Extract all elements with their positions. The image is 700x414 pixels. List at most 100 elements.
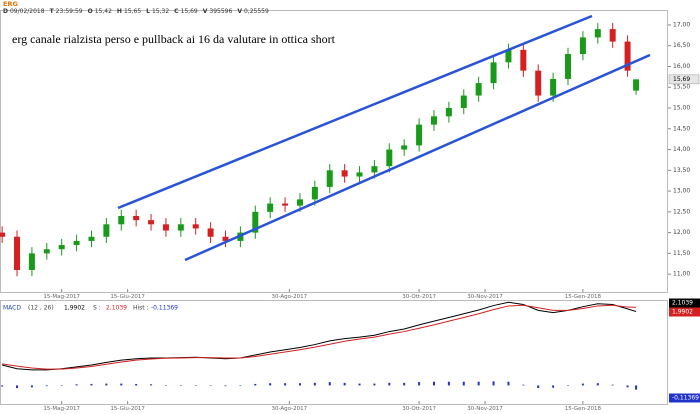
- lower-channel-line: [184, 53, 651, 262]
- candle-body: [326, 170, 333, 187]
- hist-bar: [567, 385, 570, 386]
- candle-body: [192, 224, 199, 229]
- candle-body: [535, 70, 542, 96]
- macd-line: [2, 304, 637, 370]
- hist-bar: [507, 381, 510, 386]
- candle-body: [88, 236, 95, 241]
- candle-body: [386, 149, 393, 167]
- hist-bar: [418, 382, 421, 386]
- info-value: 0,25559: [243, 8, 269, 15]
- y-tick-label: 11,00: [673, 271, 690, 278]
- candle-body: [118, 215, 125, 225]
- main-panel: [0, 10, 668, 293]
- info-item: V 0,25559: [237, 8, 268, 15]
- info-item: V 395596: [203, 8, 233, 15]
- candle-body: [460, 95, 467, 109]
- candle-body: [475, 83, 482, 96]
- hist-bar: [45, 385, 48, 387]
- candle-body: [222, 236, 229, 241]
- candle-body: [207, 228, 214, 237]
- candle-body: [73, 240, 80, 246]
- info-item: H 15,65: [117, 8, 141, 15]
- hist-bar: [209, 385, 212, 386]
- candle-body: [43, 249, 50, 254]
- hist-bar: [388, 382, 391, 386]
- candle-body: [14, 236, 21, 270]
- info-value: 15,42: [94, 8, 112, 15]
- legend-value: 2,1039: [106, 305, 127, 312]
- x-tick-label: 15-Gen-2018: [565, 294, 602, 300]
- y-tick-label: 13,50: [673, 167, 690, 174]
- hist-bar: [581, 383, 584, 386]
- hist-bar: [90, 383, 93, 386]
- value-tag: [669, 298, 700, 308]
- legend-name: S :: [93, 305, 101, 312]
- info-item: O 15,42: [88, 8, 112, 15]
- value-tag-label: 1,9902: [672, 309, 693, 316]
- info-value: 23:59:59: [55, 8, 83, 15]
- hist-bar: [403, 382, 406, 386]
- candle-body: [252, 211, 259, 233]
- y-tick-label: 12,00: [673, 229, 690, 236]
- candle-body: [430, 116, 437, 125]
- candle-body: [133, 215, 140, 221]
- macd-panel: [0, 300, 668, 405]
- info-value: 15,32: [151, 8, 170, 15]
- hist-bar: [224, 385, 227, 387]
- x-tick-label: 30-Ott-2017: [402, 406, 436, 412]
- hist-bar: [254, 383, 257, 386]
- y-tick-label: 15,00: [673, 105, 690, 112]
- candle-body: [148, 220, 155, 225]
- candle-body: [311, 186, 318, 200]
- candle-body: [505, 49, 512, 63]
- y-tick-label: 14,50: [673, 125, 690, 132]
- ticker: ERG: [3, 0, 18, 8]
- upper-channel-line: [117, 14, 593, 210]
- info-item: L 15,32: [146, 8, 169, 15]
- info-label: V: [202, 8, 208, 15]
- hist-bar: [239, 385, 242, 386]
- hist-bar: [492, 381, 495, 386]
- hist-bar: [179, 385, 182, 386]
- y-tick-label: 11,50: [673, 250, 690, 257]
- candle-body: [633, 79, 640, 91]
- candle-body: [445, 108, 452, 117]
- info-item: C 15,69: [174, 8, 198, 15]
- y-tick-label: 16,50: [673, 42, 690, 49]
- candle-body: [341, 170, 348, 177]
- hist-bar: [284, 383, 287, 386]
- info-bar: ERG D 09/02/2018 T 23:59:59 O 15,42 H 15,65 L 15,…: [3, 0, 274, 18]
- hist-bar: [150, 384, 153, 386]
- candle-body: [565, 54, 572, 79]
- candle-body: [550, 78, 557, 96]
- candle-body: [177, 224, 184, 231]
- y-tick-label: 13,00: [673, 188, 690, 195]
- hist-bar: [298, 383, 301, 386]
- y-tick-label: 17,00: [673, 21, 690, 28]
- legend-name: Hist :: [133, 305, 149, 312]
- info-item: D 09/02/2018: [3, 8, 45, 15]
- info-value: 15,65: [123, 8, 142, 15]
- candle-body: [28, 253, 35, 270]
- info-value: 09/02/2018: [9, 8, 45, 15]
- candle-body: [520, 49, 527, 71]
- candle-body: [162, 224, 169, 231]
- hist-bar: [1, 385, 4, 387]
- y-tick-label: 14,00: [673, 146, 690, 153]
- macd-line: [2, 301, 637, 371]
- info-row: D 09/02/2018 T 23:59:59 O 15,42 H 15,65 L 15,32 C 1…: [3, 8, 274, 15]
- x-tick-label: 30-Nov-2017: [467, 294, 503, 300]
- hist-bar: [30, 385, 33, 388]
- candle-body: [416, 124, 423, 146]
- x-tick-label: 15-Mag-2017: [43, 406, 80, 412]
- last-price-label: 15,69: [673, 76, 690, 83]
- hist-bar: [432, 381, 435, 386]
- value-tag-label: -0,11369: [672, 395, 699, 402]
- hist-bar: [626, 385, 629, 388]
- candles: [0, 22, 640, 277]
- hist-bar: [635, 385, 638, 390]
- info-label: C: [174, 8, 179, 15]
- x-tick-label: 30-Ago-2017: [272, 294, 308, 300]
- candle-body: [0, 232, 6, 237]
